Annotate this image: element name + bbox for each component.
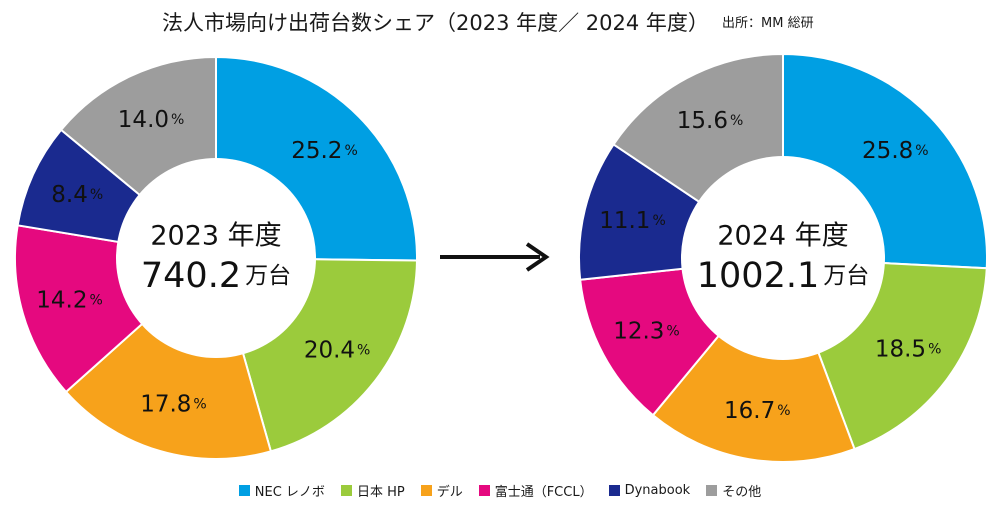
center-total-label: 740.2 万台 — [141, 256, 291, 296]
donut-hole — [116, 158, 316, 358]
slice-value-label: 25.8% — [862, 138, 929, 164]
legend-item: デル — [420, 481, 463, 500]
chart-title: 法人市場向け出荷台数シェア（2023 年度／ 2024 年度） — [162, 11, 709, 35]
slice-value-label: 25.2% — [291, 138, 358, 164]
slice-value-label: 17.8% — [140, 391, 207, 417]
slice-value-label: 16.7% — [724, 398, 791, 424]
legend-swatch — [608, 484, 620, 496]
title-row: 法人市場向け出荷台数シェア（2023 年度／ 2024 年度） 出所：MM 総研 — [0, 8, 1000, 38]
legend-item: 日本 HP — [340, 481, 405, 500]
legend-label: 富士通（FCCL） — [494, 484, 593, 500]
slice-value-label: 14.0% — [118, 107, 185, 133]
donut-hole — [681, 156, 885, 360]
legend-label: 日本 HP — [356, 484, 405, 500]
center-total-label: 1002.1 万台 — [697, 256, 869, 296]
legend-item: その他 — [706, 481, 761, 500]
donut-chart-2023: 25.2 % 20.4 % 17.8 % 14.2 % 8.4 % 14.0 % 2023 年度 740.… — [14, 55, 418, 460]
legend-swatch — [478, 484, 490, 496]
slice-value-label: 20.4% — [304, 338, 371, 364]
source-note: 出所：MM 総研 — [722, 16, 814, 31]
center-year-label: 2024 年度 — [717, 221, 848, 252]
legend-item: NEC レノボ — [238, 481, 325, 500]
legend-label: NEC レノボ — [254, 484, 325, 500]
legend-label: デル — [436, 484, 463, 500]
legend-label: Dynabook — [624, 482, 691, 498]
legend-item: Dynabook — [608, 482, 691, 498]
slice-value-label: 18.5% — [875, 337, 942, 363]
center-year-label: 2023 年度 — [150, 221, 281, 252]
arrow-icon — [440, 242, 550, 272]
slice-value-label: 15.6% — [677, 108, 744, 134]
legend-swatch — [420, 484, 432, 496]
legend-swatch — [340, 484, 352, 496]
legend-swatch — [706, 484, 718, 496]
legend-label: その他 — [722, 484, 762, 500]
slice-value-label: 14.2% — [36, 288, 103, 314]
legend: NEC レノボ 日本 HP デル 富士通（FCCL） Dynabook その他 — [0, 478, 1000, 502]
slice-value-label: 11.1% — [599, 208, 666, 234]
slice-value-label: 12.3% — [613, 318, 680, 344]
pie-slice-3 — [651, 256, 856, 463]
legend-swatch — [238, 484, 250, 496]
donut-chart-2024: 25.8 % 18.5 % 16.7 % 12.3 % 11.1 % 15.6 % 2024 年度 100… — [578, 52, 988, 463]
legend-item: 富士通（FCCL） — [478, 481, 593, 500]
slice-value-label: 8.4% — [51, 182, 103, 208]
